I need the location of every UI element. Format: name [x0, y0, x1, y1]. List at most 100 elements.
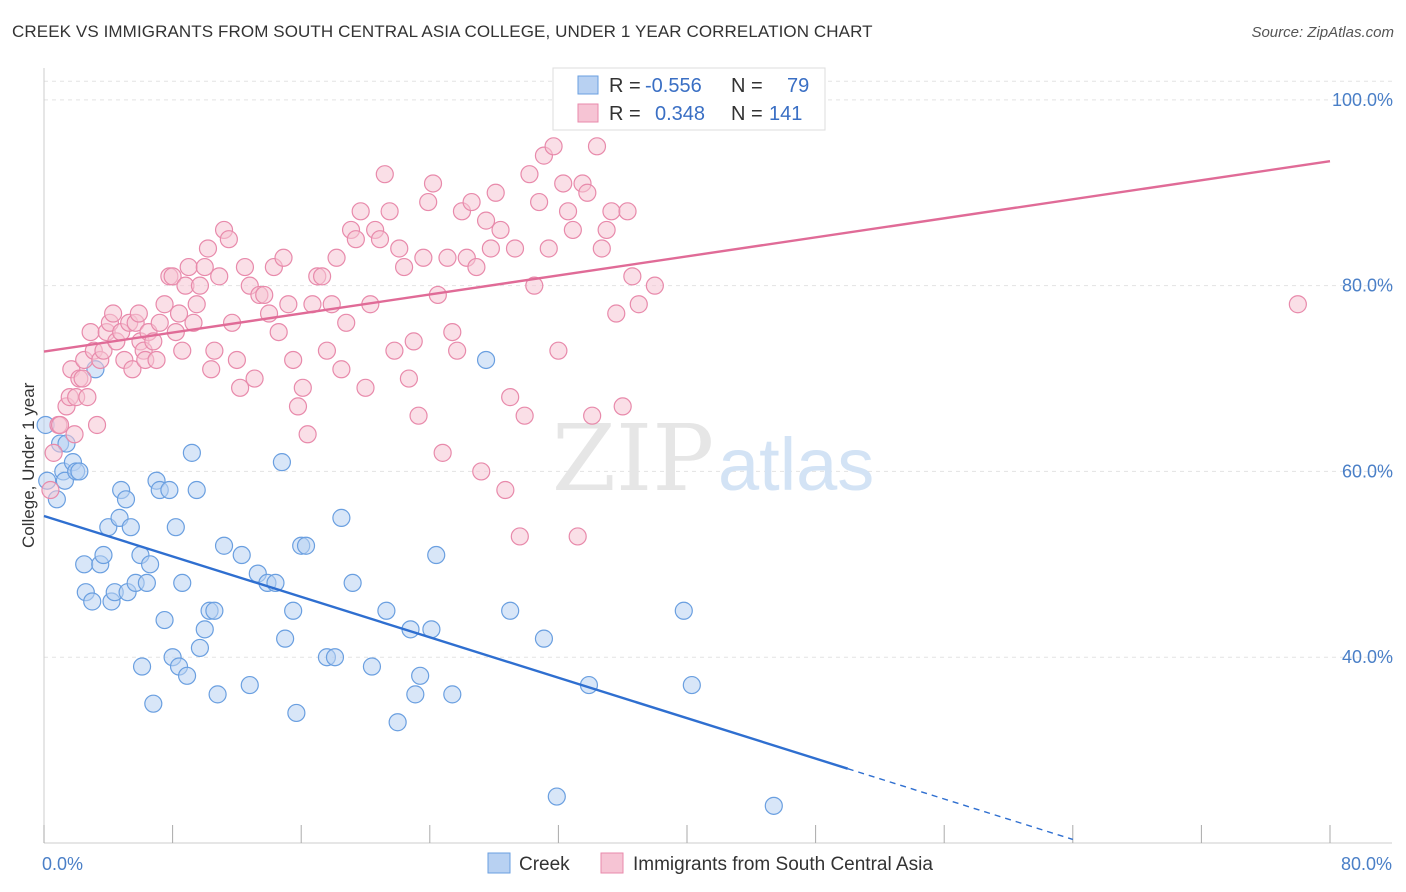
y-tick-label: 80.0%: [1342, 276, 1393, 296]
data-point: [240, 675, 259, 695]
data-point: [346, 230, 365, 249]
data-point: [568, 527, 587, 546]
data-point: [235, 257, 255, 277]
data-point: [144, 694, 163, 713]
data-point: [182, 443, 201, 462]
data-point: [539, 239, 558, 258]
data-point: [173, 341, 192, 360]
data-point: [476, 350, 496, 370]
data-point: [293, 378, 312, 397]
data-point: [208, 685, 227, 704]
data-point: [65, 425, 84, 444]
x-tick-label: 0.0%: [42, 854, 83, 874]
trend-extension-creek: [847, 768, 1074, 841]
x-tick-label: 80.0%: [1341, 854, 1392, 874]
data-point: [682, 675, 701, 695]
data-point: [166, 518, 185, 537]
data-point: [419, 192, 438, 212]
data-point: [284, 601, 303, 620]
legend-r-label-immigrants: R =: [609, 103, 641, 125]
data-point: [279, 295, 298, 314]
data-point: [558, 202, 578, 221]
data-point: [129, 304, 148, 323]
data-point: [177, 666, 197, 685]
data-point: [583, 406, 602, 425]
data-point: [104, 304, 123, 323]
data-point: [515, 406, 534, 425]
data-point: [337, 313, 356, 332]
legend-n-label-immigrants: N =: [731, 103, 763, 125]
data-point: [272, 453, 292, 472]
legend-n-value-creek: 79: [787, 75, 809, 97]
y-tick-label: 100.0%: [1332, 90, 1393, 110]
data-point: [179, 257, 198, 277]
trend-line-creek: [43, 514, 849, 770]
data-point: [317, 341, 337, 360]
data-point: [332, 508, 351, 527]
data-point: [327, 248, 346, 267]
data-point: [481, 239, 500, 258]
data-point: [276, 629, 295, 648]
data-point: [44, 443, 63, 462]
watermark-atlas: atlas: [718, 423, 874, 506]
data-point: [623, 267, 642, 286]
data-point: [205, 341, 224, 360]
data-point: [202, 360, 221, 379]
data-point: [613, 397, 632, 416]
data-point: [404, 332, 423, 351]
data-point: [140, 555, 160, 574]
data-point: [50, 415, 70, 435]
data-point: [232, 545, 251, 565]
data-point: [155, 295, 174, 314]
data-point: [190, 276, 210, 295]
data-point: [427, 545, 446, 565]
y-tick-label: 60.0%: [1342, 461, 1393, 481]
data-point: [187, 295, 206, 314]
data-point: [356, 378, 375, 397]
data-point: [137, 573, 156, 593]
data-point: [150, 313, 169, 332]
data-point: [414, 248, 433, 267]
data-point: [298, 425, 317, 444]
data-point: [73, 369, 92, 388]
data-point: [255, 285, 274, 305]
data-point: [476, 211, 496, 230]
axes: [43, 68, 1392, 844]
bottom-legend: Creek Immigrants from South Central Asia: [487, 852, 933, 875]
data-point: [411, 666, 430, 685]
data-point: [287, 703, 306, 723]
watermark: ZIP atlas: [552, 405, 874, 512]
y-axis-label: College, Under 1 year: [19, 382, 38, 548]
data-point: [210, 267, 229, 286]
data-point: [362, 657, 382, 676]
data-point: [205, 601, 224, 620]
data-point: [375, 165, 394, 184]
legend-n-label-creek: N =: [731, 75, 763, 97]
data-point: [496, 480, 515, 500]
data-point: [443, 685, 462, 704]
x-tick-labels: 0.0% 80.0%: [42, 854, 1392, 874]
data-point: [423, 174, 443, 193]
data-point: [472, 462, 491, 481]
data-point: [587, 137, 607, 156]
data-point: [525, 276, 544, 295]
data-point: [388, 713, 407, 732]
data-point: [554, 174, 573, 193]
data-point: [288, 397, 308, 416]
data-point: [195, 257, 214, 277]
data-point: [219, 230, 238, 249]
watermark-zip: ZIP: [552, 405, 714, 512]
data-point: [764, 796, 783, 815]
data-point: [312, 267, 332, 286]
data-point: [160, 480, 179, 500]
data-point: [214, 536, 234, 555]
grid: [44, 80, 1392, 658]
data-point: [443, 322, 462, 342]
legend-r-value-creek: -0.556: [645, 75, 702, 97]
data-point: [602, 202, 621, 221]
data-point: [505, 239, 525, 258]
data-point: [75, 555, 94, 574]
legend: R = -0.556 N = 79 R = 0.348 N = 141: [552, 67, 826, 131]
data-point: [343, 573, 362, 593]
data-point: [198, 239, 218, 258]
